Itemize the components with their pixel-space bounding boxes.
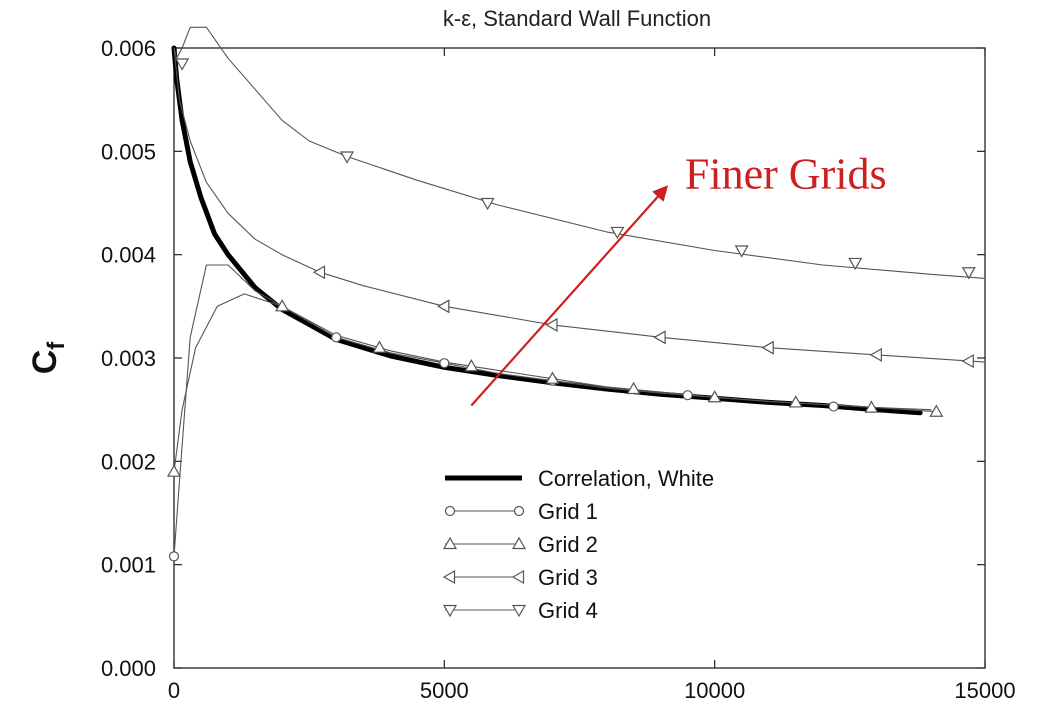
annotation-arrow (470, 185, 669, 407)
data-point (339, 151, 355, 164)
series-line-correlation (171, 45, 923, 416)
x-tick-label: 5000 (420, 678, 469, 703)
data-point (864, 400, 879, 413)
data-point (545, 371, 560, 384)
data-point (961, 267, 976, 280)
legend-marker (513, 505, 525, 517)
legend: Correlation, White Grid 1 Grid 2 Grid 3 Grid… (442, 466, 714, 623)
x-tick-label: 10000 (684, 678, 745, 703)
y-tick-label: 0.002 (101, 449, 156, 474)
legend-label: Grid 1 (538, 499, 598, 524)
data-point (761, 340, 774, 355)
data-point (734, 245, 749, 258)
data-point (275, 299, 290, 312)
data-point (331, 332, 342, 343)
data-point (788, 395, 803, 408)
data-point (372, 340, 387, 353)
series-markers (166, 58, 976, 562)
y-tick-label: 0.004 (101, 243, 156, 268)
data-point (610, 226, 625, 240)
axis-ticks: 0 5000 10000 15000 0.000 0.001 0.002 0.003 0.004… (101, 36, 1016, 703)
legend-marker (511, 569, 525, 585)
legend-marker (442, 569, 456, 585)
annotation-text: Finer Grids (685, 150, 887, 199)
data-point (653, 330, 666, 345)
data-point (312, 265, 326, 280)
x-tick-label: 0 (168, 678, 180, 703)
y-tick-label: 0.000 (101, 656, 156, 681)
annotation: Finer Grids (470, 150, 887, 407)
data-point (545, 317, 558, 332)
data-point (869, 347, 882, 362)
y-tick-label: 0.005 (101, 139, 156, 164)
data-point (437, 299, 450, 314)
legend-label: Correlation, White (538, 466, 714, 491)
data-point (175, 58, 190, 71)
x-tick-label: 15000 (954, 678, 1015, 703)
data-point (480, 197, 495, 211)
legend-marker (444, 505, 456, 517)
data-point (707, 390, 722, 403)
y-tick-label: 0.006 (101, 36, 156, 61)
legend-marker (511, 536, 527, 550)
data-point (828, 401, 839, 412)
y-tick-label: 0.001 (101, 553, 156, 578)
y-axis-label: Cf (26, 341, 70, 375)
legend-marker (511, 604, 527, 618)
data-point (626, 381, 641, 395)
legend-label: Grid 3 (538, 565, 598, 590)
data-point (168, 551, 180, 562)
data-point (848, 257, 863, 271)
data-point (166, 464, 182, 477)
legend-marker (442, 604, 458, 618)
data-point (439, 358, 450, 369)
data-point (464, 359, 479, 372)
data-point (961, 354, 974, 369)
chart-title: k-ε, Standard Wall Function (443, 6, 711, 31)
data-point (929, 404, 944, 417)
data-point (682, 390, 693, 401)
legend-marker (442, 536, 458, 550)
series-line-grid-4 (173, 26, 986, 279)
y-tick-label: 0.003 (101, 346, 156, 371)
legend-label: Grid 2 (538, 532, 598, 557)
y-axis-title: Cf (26, 341, 70, 375)
legend-label: Grid 4 (538, 598, 598, 623)
